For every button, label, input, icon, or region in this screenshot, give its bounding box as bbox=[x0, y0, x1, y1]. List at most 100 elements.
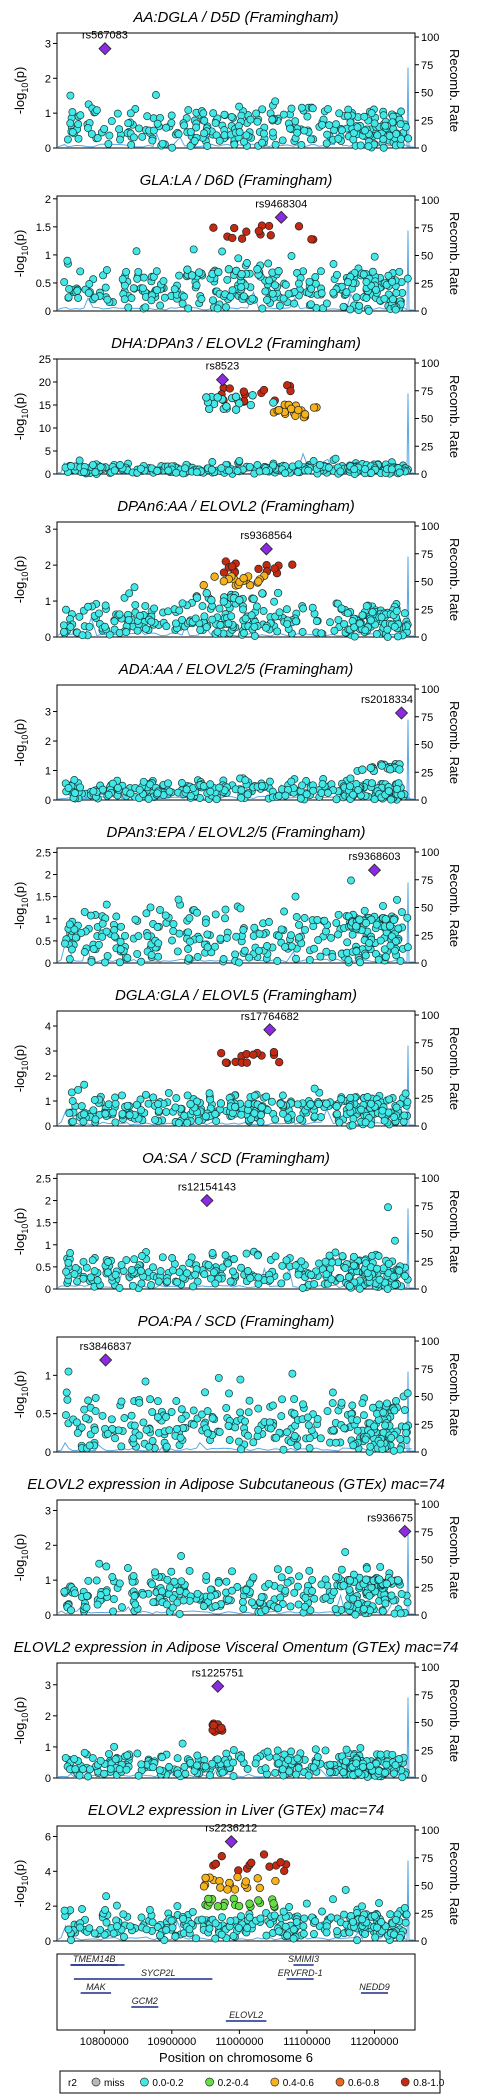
snp-point bbox=[331, 1604, 340, 1613]
snp-point bbox=[283, 619, 292, 628]
snp-point bbox=[397, 908, 406, 917]
snp-point bbox=[126, 789, 135, 798]
snp-point bbox=[169, 920, 178, 929]
snp-point bbox=[200, 129, 209, 138]
snp-point bbox=[383, 632, 392, 641]
snp-point bbox=[123, 1751, 132, 1760]
snp-point bbox=[388, 1750, 397, 1759]
snp-point bbox=[67, 462, 75, 471]
legend-label: miss bbox=[104, 2078, 125, 2089]
snp-point bbox=[300, 914, 309, 922]
snp-point bbox=[333, 1110, 342, 1118]
snp-point-ld bbox=[249, 594, 258, 604]
snp-point bbox=[368, 1251, 376, 1260]
snp-point bbox=[259, 129, 268, 138]
snp-point bbox=[349, 1252, 358, 1261]
snp-point bbox=[200, 116, 209, 125]
snp-point-ld bbox=[259, 1850, 269, 1859]
panel-title: ADA:AA / ELOVL2/5 (Framingham) bbox=[118, 661, 354, 678]
y-tick-label: 1 bbox=[45, 250, 51, 262]
snp-point bbox=[247, 611, 256, 620]
snp-point bbox=[184, 945, 192, 953]
snp-point bbox=[90, 1096, 99, 1104]
snp-point bbox=[220, 110, 229, 119]
snp-point bbox=[70, 1270, 79, 1279]
snp-point bbox=[122, 1765, 131, 1774]
snp-point bbox=[359, 1762, 367, 1771]
snp-point bbox=[343, 111, 352, 120]
snp-point bbox=[263, 1747, 272, 1756]
snp-point bbox=[353, 123, 362, 132]
snp-point bbox=[281, 1922, 290, 1931]
snp-point bbox=[354, 786, 363, 794]
snp-point bbox=[274, 1604, 283, 1613]
snp-point-ld bbox=[210, 572, 219, 581]
y-axis: 0 1 2 3 bbox=[45, 38, 57, 155]
snp-point bbox=[292, 617, 300, 626]
panel-9: POA:PA / SCD (Framingham)rs384683700.51-… bbox=[12, 1313, 462, 1459]
snp-point bbox=[80, 1405, 89, 1414]
y2-tick-label: 0 bbox=[421, 958, 427, 970]
y-tick-label: 2 bbox=[45, 1540, 51, 1552]
snp-point-ld bbox=[209, 223, 218, 232]
snp-point bbox=[283, 1578, 292, 1587]
snp-point bbox=[114, 1426, 123, 1435]
snp-point-ld bbox=[264, 221, 274, 231]
snp-point bbox=[202, 623, 211, 632]
snp-point bbox=[324, 463, 333, 472]
snp-point bbox=[379, 1408, 388, 1417]
snp-point bbox=[125, 1111, 134, 1120]
snp-point bbox=[164, 779, 172, 788]
snp-point bbox=[377, 613, 386, 622]
snp-point bbox=[234, 254, 243, 263]
snp-point bbox=[327, 933, 335, 942]
y2-tick-label: 25 bbox=[421, 441, 433, 453]
lead-snp-label: rs3846837 bbox=[80, 1341, 132, 1353]
y-tick-label: 0 bbox=[45, 143, 51, 155]
snp-point bbox=[82, 1603, 91, 1612]
snp-point bbox=[148, 1763, 157, 1772]
snp-point bbox=[130, 1592, 139, 1600]
snp-point bbox=[281, 280, 290, 289]
y2-axis: 0 25 50 75 100 bbox=[415, 1825, 439, 1948]
snp-point bbox=[268, 115, 277, 124]
snp-point bbox=[389, 1272, 398, 1281]
snp-point bbox=[373, 1923, 381, 1932]
snp-point bbox=[104, 790, 113, 799]
snp-point bbox=[356, 958, 365, 967]
snp-point bbox=[100, 1769, 109, 1778]
snp-point bbox=[262, 1931, 271, 1940]
snp-point bbox=[221, 914, 229, 923]
snp-point bbox=[326, 1768, 334, 1777]
snp-point bbox=[332, 918, 341, 927]
panel-title: POA:PA / SCD (Framingham) bbox=[138, 1313, 335, 1330]
snp-point bbox=[72, 1418, 81, 1427]
y-tick-label: 0 bbox=[45, 1936, 51, 1948]
snp-point bbox=[285, 1767, 294, 1776]
snp-point bbox=[298, 1284, 307, 1292]
snp-point bbox=[362, 294, 371, 302]
snp-point bbox=[139, 273, 148, 282]
legend-title: r2 bbox=[68, 2078, 77, 2089]
snp-point bbox=[214, 1373, 223, 1382]
snp-point-ld bbox=[274, 406, 284, 415]
snp-point bbox=[318, 120, 327, 129]
y-tick-label: 1 bbox=[45, 1240, 51, 1252]
snp-point bbox=[192, 281, 201, 290]
y2-axis: 0 25 50 75 100 bbox=[415, 358, 439, 481]
snp-point bbox=[273, 1746, 282, 1755]
snp-point bbox=[376, 1562, 385, 1571]
snp-point bbox=[346, 118, 355, 127]
snp-point bbox=[360, 112, 369, 121]
snp-point-ld bbox=[199, 1882, 209, 1891]
snp-point bbox=[237, 1445, 246, 1454]
y-tick-label: 10 bbox=[39, 423, 51, 435]
snp-point bbox=[266, 1275, 275, 1284]
snp-point bbox=[314, 936, 323, 945]
snp-point bbox=[74, 1085, 83, 1094]
snp-point bbox=[198, 602, 207, 611]
y-axis-label: -log10(p) bbox=[12, 1697, 30, 1745]
snp-point bbox=[113, 783, 122, 792]
snp-point bbox=[404, 134, 413, 143]
snp-point bbox=[163, 1277, 172, 1286]
